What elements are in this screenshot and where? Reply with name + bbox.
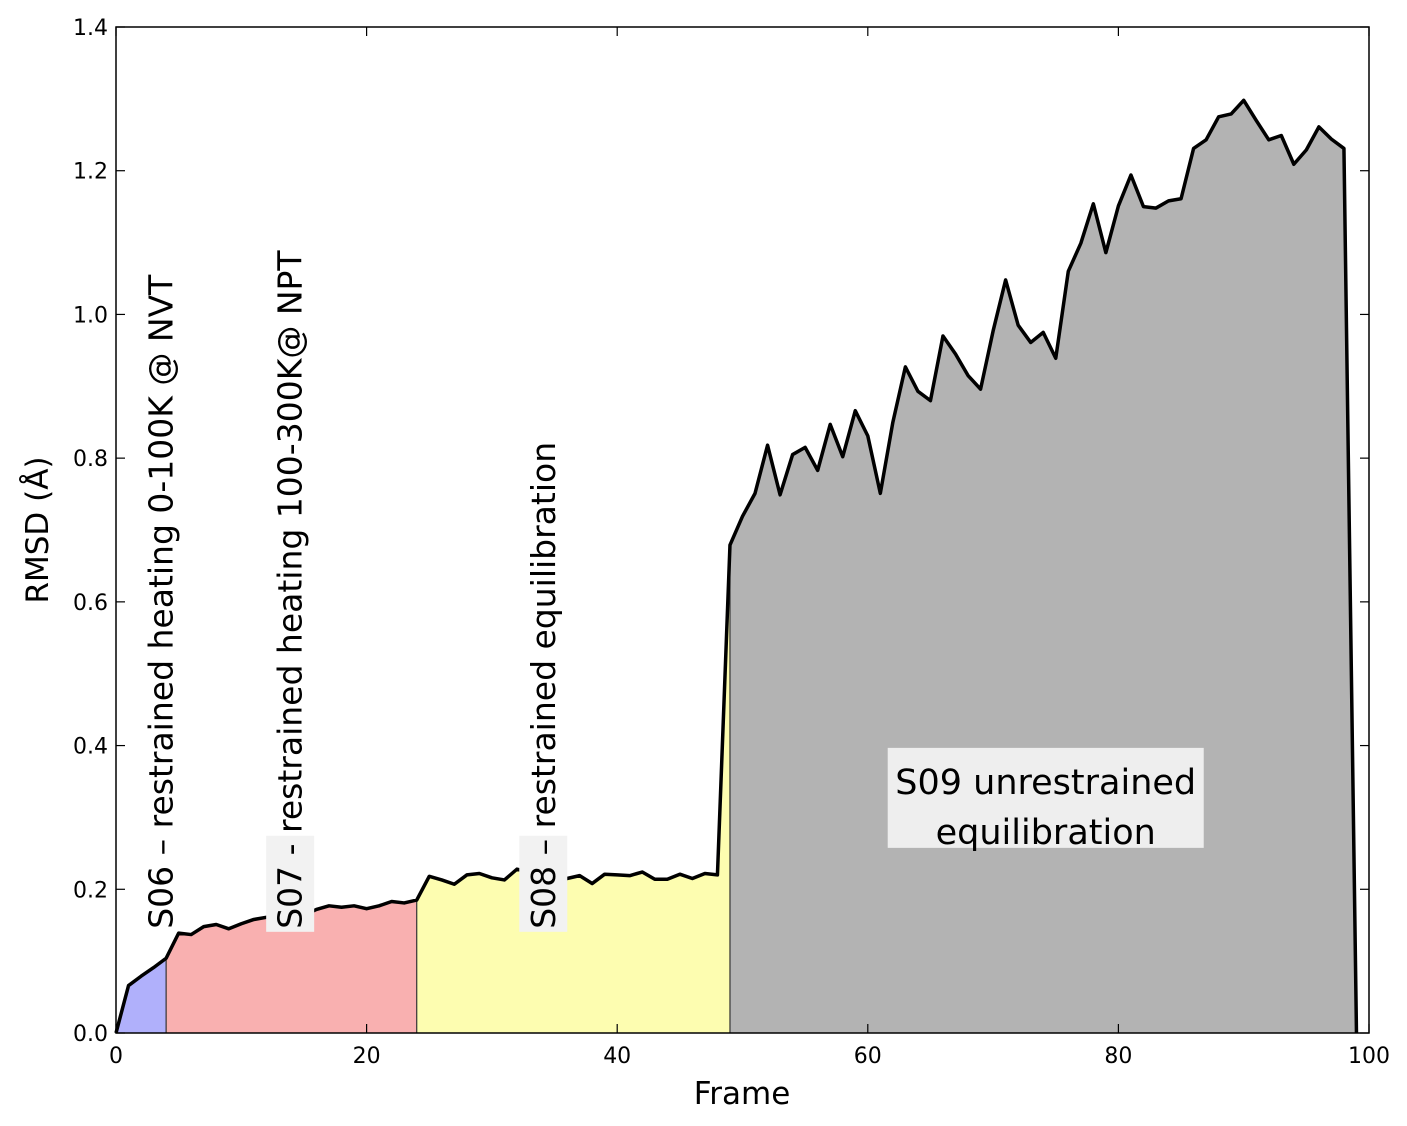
annotation-box xyxy=(887,747,1204,848)
annotation-text: S08 – restrained equilibration xyxy=(524,442,563,929)
annotation-2: S07 - restrained heating 100-300K@ NPT xyxy=(266,250,315,932)
x-tick-label: 20 xyxy=(353,1044,381,1069)
y-tick-label: 0.0 xyxy=(73,1022,108,1047)
x-tick-label: 40 xyxy=(603,1044,631,1069)
y-tick-label: 1.4 xyxy=(73,16,108,41)
y-tick-label: 1.0 xyxy=(73,303,108,328)
region-fill-3 xyxy=(416,545,730,1033)
y-tick-label: 0.6 xyxy=(73,591,108,616)
region-fill-2 xyxy=(166,900,417,1033)
axis-tick-labels: 0 20 40 60 80 100 0.0 0.2 0.4 0.6 0.8 1.0 1.2 1.4 xyxy=(73,16,1390,1069)
stage-annotations: S06 – restrained heating 0-100K @ NVT S07… xyxy=(142,250,1204,932)
x-tick-label: 0 xyxy=(109,1044,123,1069)
annotation-1: S06 – restrained heating 0-100K @ NVT xyxy=(142,274,181,929)
x-tick-label: 100 xyxy=(1348,1044,1390,1069)
annotation-box xyxy=(266,835,315,932)
region-fill-1 xyxy=(116,958,167,1033)
annotation-box xyxy=(519,835,568,932)
x-axis-title: Frame xyxy=(694,1076,791,1112)
y-axis-title: RMSD (Å) xyxy=(20,456,56,603)
annotation-text: S07 - restrained heating 100-300K@ NPT xyxy=(271,250,310,929)
x-tick-label: 60 xyxy=(854,1044,882,1069)
rmsd-series-line xyxy=(114,98,1359,1034)
y-tick-label: 0.8 xyxy=(73,447,108,472)
x-tick-label: 80 xyxy=(1104,1044,1132,1069)
annotation-3: S08 – restrained equilibration xyxy=(519,442,568,932)
region-dividers xyxy=(165,545,731,1033)
annotation-text: S06 – restrained heating 0-100K @ NVT xyxy=(142,274,181,929)
annotation-4: S09 unrestrained equilibration xyxy=(887,747,1204,853)
annotation-text-line: equilibration xyxy=(936,813,1156,853)
axis-ticks xyxy=(115,26,1370,1034)
plot-frame xyxy=(115,26,1370,1034)
y-tick-label: 0.4 xyxy=(73,735,108,760)
annotation-text-line: S09 unrestrained xyxy=(895,763,1196,803)
y-tick-label: 0.2 xyxy=(73,878,108,903)
y-tick-label: 1.2 xyxy=(73,160,108,185)
